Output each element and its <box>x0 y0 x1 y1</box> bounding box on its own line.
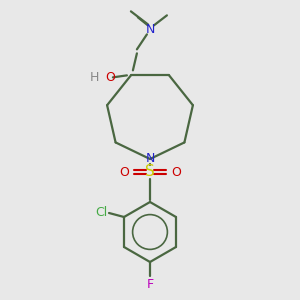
Text: O: O <box>171 166 181 178</box>
Text: N: N <box>146 23 156 36</box>
Text: S: S <box>145 164 155 179</box>
Text: Cl: Cl <box>95 206 107 220</box>
Text: O: O <box>119 166 129 178</box>
Text: N: N <box>145 152 155 166</box>
Text: H: H <box>89 71 99 84</box>
Text: O: O <box>105 71 115 84</box>
Text: F: F <box>146 278 154 290</box>
